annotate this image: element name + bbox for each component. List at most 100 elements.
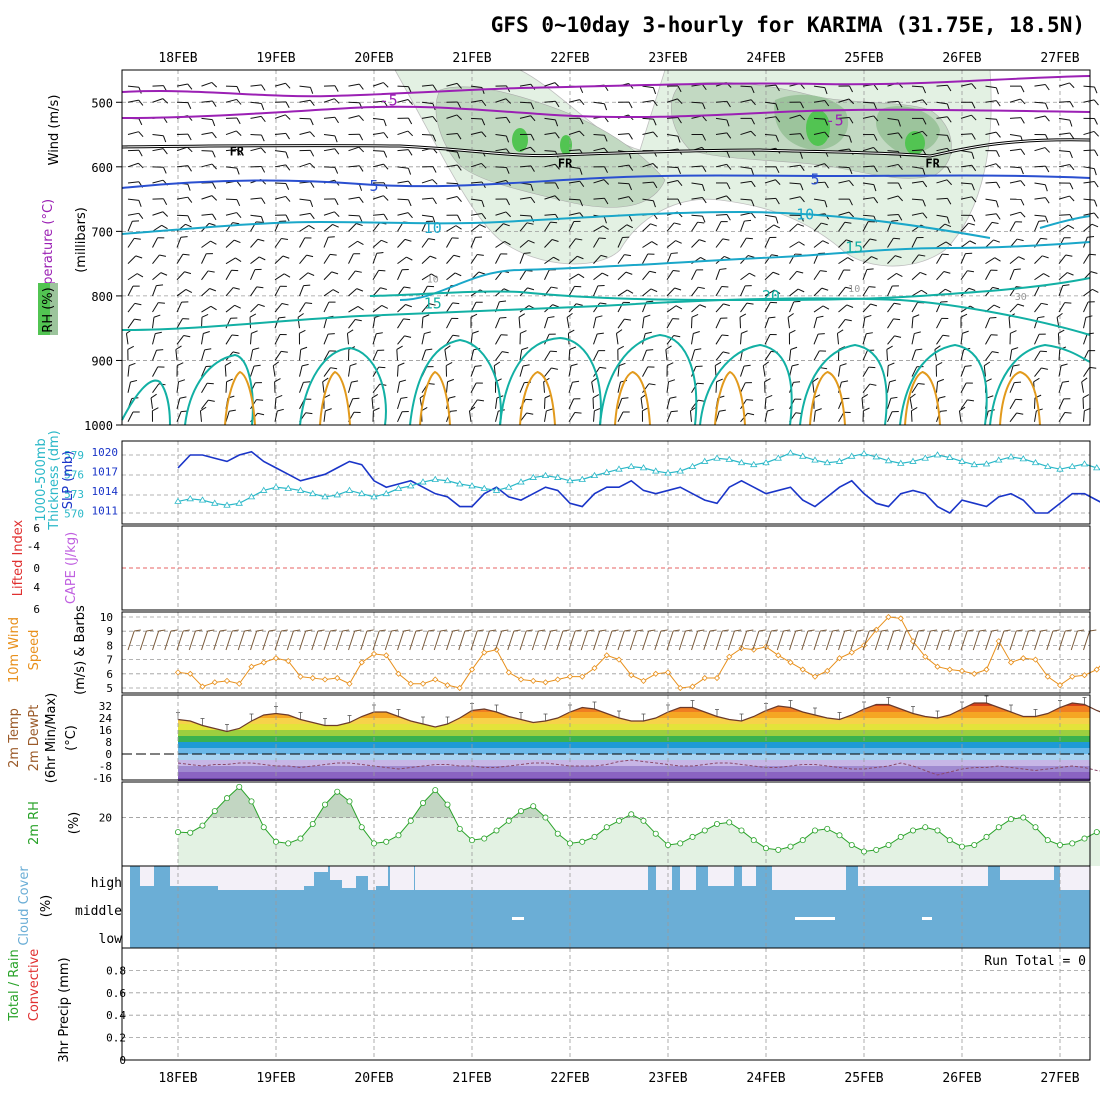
upper-air-barb [544,367,559,377]
rh2m-marker [971,842,978,849]
upper-air-barb [544,333,556,345]
barb-shaft [813,100,825,103]
barb-flag [253,364,261,367]
barb-shaft [568,273,579,281]
barb-flag [236,130,242,137]
barb-shaft [397,269,403,280]
isotherm-20-loop [989,343,1091,426]
upper-air-barb [862,238,877,248]
barb-shaft [838,98,850,103]
thickness-marker [884,457,893,464]
barb-flag [476,382,483,384]
upper-air-barb [274,195,291,202]
wind10-barb [213,629,227,651]
barb-shaft [666,270,674,281]
upper-air-barb [372,117,387,127]
upper-air-barb [862,332,873,345]
upper-air-barb [568,346,577,361]
barb-shaft [372,239,382,248]
upper-air-barb [274,101,290,109]
wind10-barb [348,629,362,651]
lifted-tick: 4 [33,581,40,594]
barb-shaft [127,318,135,329]
barb-flag [506,198,510,206]
upper-air-barb [1034,333,1046,345]
barb-shaft [495,334,502,345]
barb-flag [652,100,658,107]
barb-shaft [985,85,997,89]
upper-air-barb [813,117,829,126]
barb-shaft [862,214,875,217]
barb-shaft [862,350,868,361]
cloud-clear [218,866,304,890]
barb-shaft [544,132,556,136]
barb-flag [553,256,560,261]
barb-flag [675,240,682,244]
barb-shaft [225,257,236,265]
upper-air-barb [1009,148,1026,155]
barb-shaft [1034,285,1040,297]
barb-flag [1069,151,1073,159]
rh2m-marker [677,840,684,847]
barb-flag [671,410,678,413]
upper-air-barb [715,268,727,280]
upper-air-barb [1034,165,1050,173]
upper-air-barb [152,198,168,205]
barb-flag [1065,629,1072,632]
thickness-marker [872,453,880,460]
upper-air-barb [617,133,633,140]
upper-air-barb [152,314,161,329]
barb-flag [432,116,438,123]
barb-shaft [213,630,221,651]
barb-flag [428,629,435,632]
barb-shaft [519,165,532,168]
barb-shaft [715,381,718,393]
upper-air-barb [322,377,329,393]
barb-shaft [715,238,724,248]
isotherm-5 [121,174,1091,189]
barb-shaft [225,198,238,201]
precip-tick: 0.2 [106,1032,126,1045]
barb-shaft [740,366,745,377]
isotherm-label: 15 [845,239,863,257]
upper-air-barb [960,270,975,281]
barb-shaft [322,381,325,393]
wind10-marker [701,674,708,682]
wind10-marker [958,667,966,675]
upper-air-barb [495,253,508,264]
upper-air-barb [125,329,133,345]
barb-shaft [813,333,819,345]
barb-shaft [176,411,182,422]
barb-shaft [1058,237,1065,248]
upper-air-barb [299,363,309,377]
barb-shaft [1034,221,1040,232]
barb-flag [578,273,585,279]
barb-flag [285,101,290,109]
barb-flag [334,167,339,174]
wind10-barb [789,629,803,651]
thickness-marker [1068,462,1076,469]
barb-flag [477,629,484,632]
barb-shaft [666,222,675,232]
barb-shaft [764,116,776,119]
upper-air-barb [838,411,851,423]
barb-shaft [125,333,129,345]
barb-flag [691,314,699,318]
upper-air-barb [666,318,680,329]
upper-air-barb [617,236,630,248]
upper-air-barb [911,198,926,207]
barb-shaft [936,318,943,329]
barb-shaft [446,182,458,185]
upper-air-barb [470,131,487,138]
upper-air-barb [666,240,682,248]
barb-shaft [691,196,703,200]
barb-shaft [764,289,775,297]
barb-shaft [250,214,262,218]
thickness-marker [468,482,476,489]
wind10-marker [321,676,329,683]
upper-air-barb [1058,411,1072,423]
barb-flag [195,629,203,632]
upper-air-barb [985,198,999,208]
barb-shaft [862,238,871,248]
barb-flag [176,362,184,367]
